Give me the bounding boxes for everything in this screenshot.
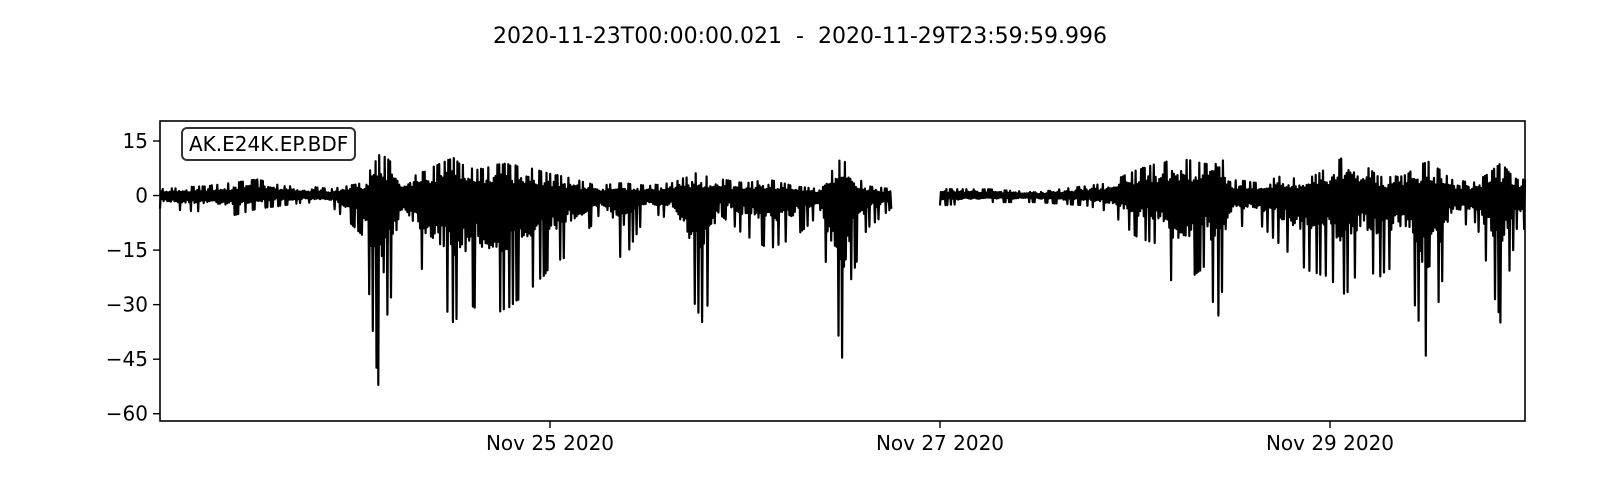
y-tick-label: −15: [106, 238, 148, 262]
x-tick-label: Nov 25 2020: [486, 431, 614, 455]
y-tick-label: 0: [135, 184, 148, 208]
x-tick-label: Nov 29 2020: [1266, 431, 1394, 455]
y-tick-label: −60: [106, 402, 148, 426]
x-tick-label: Nov 27 2020: [876, 431, 1004, 455]
trace-segment-2: [938, 157, 1527, 357]
trace-layer: [158, 154, 1527, 386]
y-tick-label: 15: [123, 129, 148, 153]
y-tick-label: −45: [106, 347, 148, 371]
y-axis: 15 0 −15 −30 −45 −60: [106, 129, 160, 426]
trace-segment-1: [158, 154, 893, 386]
chart-title: 2020-11-23T00:00:00.021 - 2020-11-29T23:…: [492, 24, 1108, 49]
x-axis: Nov 25 2020 Nov 27 2020 Nov 29 2020: [486, 421, 1394, 455]
axes-frame: [159, 120, 1526, 422]
y-tick-label: −30: [106, 293, 148, 317]
trace-label: AK.E24K.EP.BDF: [181, 127, 357, 161]
